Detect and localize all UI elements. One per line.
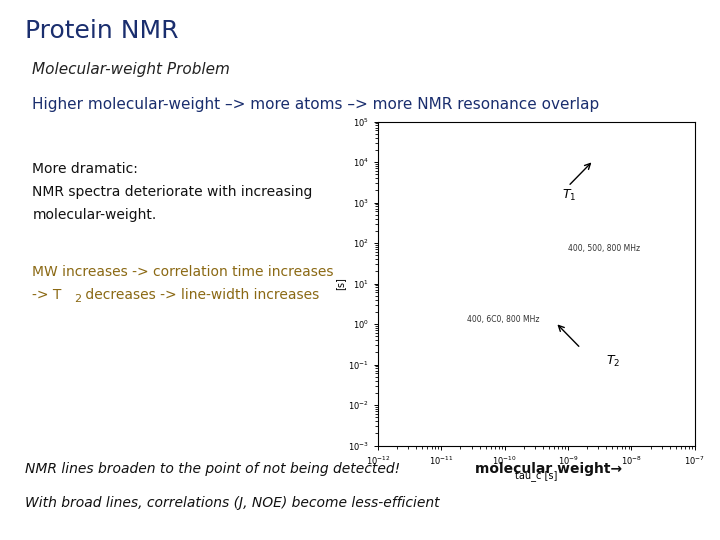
Text: molecular-weight.: molecular-weight. bbox=[32, 208, 157, 222]
X-axis label: tau_c [s]: tau_c [s] bbox=[516, 470, 557, 481]
Text: NMR spectra deteriorate with increasing: NMR spectra deteriorate with increasing bbox=[32, 185, 312, 199]
Text: 400, 500, 800 MHz: 400, 500, 800 MHz bbox=[568, 244, 640, 253]
Y-axis label: [s]: [s] bbox=[336, 277, 345, 290]
Text: NMR lines broaden to the point of not being detected!: NMR lines broaden to the point of not be… bbox=[25, 462, 400, 476]
Text: decreases -> line-width increases: decreases -> line-width increases bbox=[81, 288, 320, 302]
Text: With broad lines, correlations (J, NOE) become less-efficient: With broad lines, correlations (J, NOE) … bbox=[25, 496, 440, 510]
Text: 2: 2 bbox=[74, 294, 81, 305]
Text: -> T: -> T bbox=[32, 288, 62, 302]
Text: $T_1$: $T_1$ bbox=[562, 188, 576, 204]
Text: MW increases -> correlation time increases: MW increases -> correlation time increas… bbox=[32, 265, 334, 279]
Text: Molecular-weight Problem: Molecular-weight Problem bbox=[32, 62, 230, 77]
Text: Protein NMR: Protein NMR bbox=[25, 19, 179, 43]
Text: 400, 6C0, 800 MHz: 400, 6C0, 800 MHz bbox=[467, 315, 539, 325]
Text: molecular weight→: molecular weight→ bbox=[475, 462, 622, 476]
Text: $T_2$: $T_2$ bbox=[606, 354, 621, 369]
Text: Higher molecular-weight –> more atoms –> more NMR resonance overlap: Higher molecular-weight –> more atoms –>… bbox=[32, 97, 600, 112]
Text: More dramatic:: More dramatic: bbox=[32, 162, 138, 176]
